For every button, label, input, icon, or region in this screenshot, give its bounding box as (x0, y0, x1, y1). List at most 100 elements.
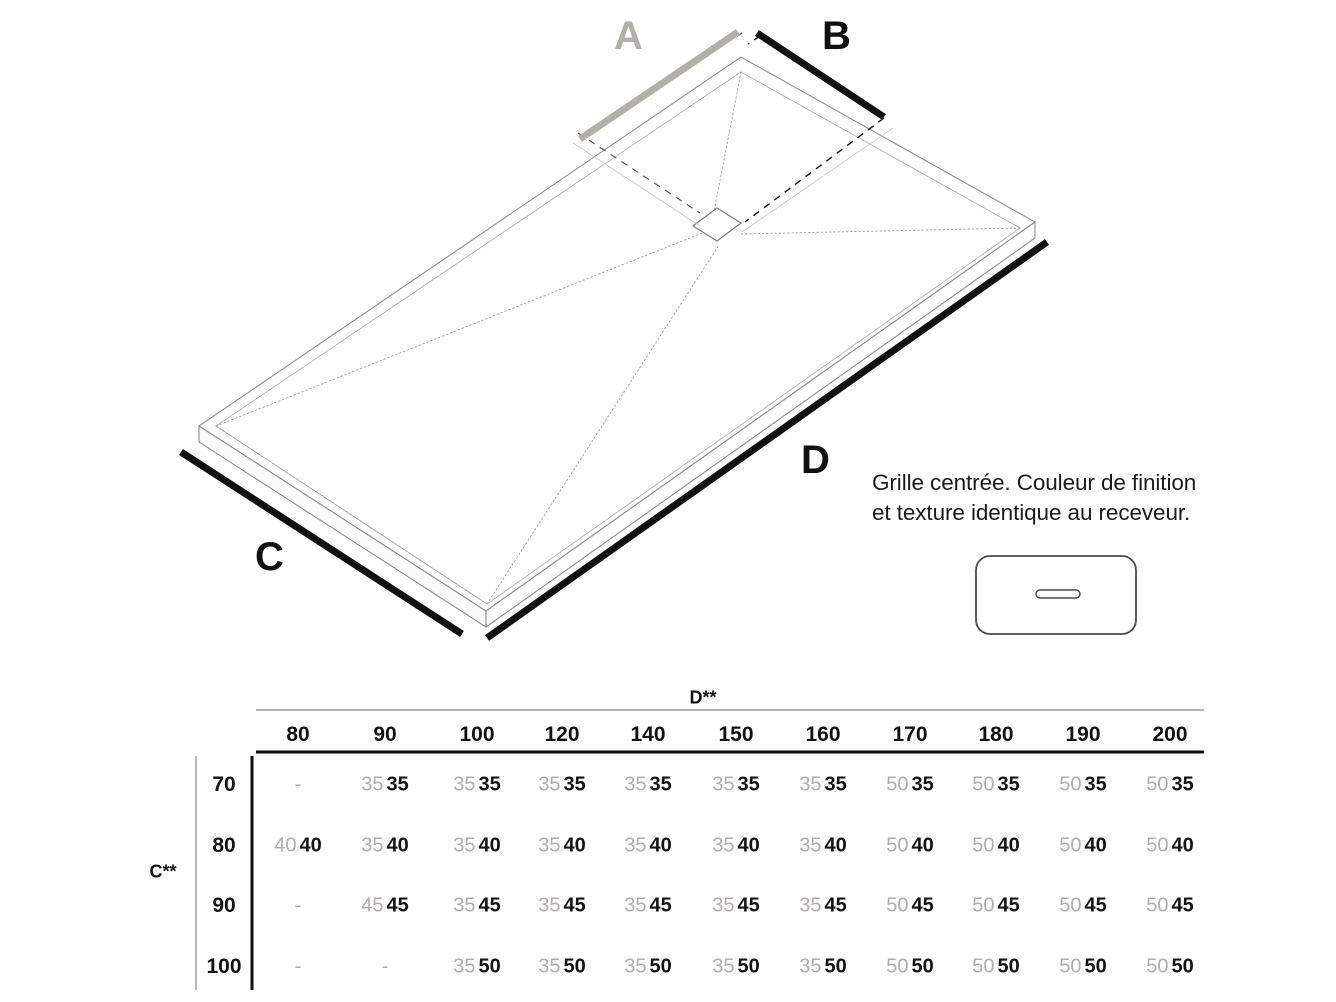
construction-lines (572, 127, 894, 233)
cell-value-a: 35 (799, 894, 822, 917)
table-cell: 50 40 (1059, 835, 1107, 858)
table-cell: 50 50 (1059, 956, 1107, 979)
table-cell: - (381, 955, 389, 978)
cell-value-a: 35 (624, 773, 647, 796)
cell-value-b: 45 (824, 894, 847, 917)
cell-value-b: 35 (997, 773, 1020, 796)
cell-value-b: 45 (997, 894, 1020, 917)
cell-value-b: 50 (649, 955, 672, 978)
table-cell: 35 45 (453, 895, 501, 918)
grille-slot (1035, 589, 1081, 599)
table-cell: 35 40 (453, 835, 501, 858)
cell-value-a: 50 (1146, 955, 1169, 978)
table-cell: 35 35 (453, 774, 501, 797)
cell-value-a: 35 (712, 834, 735, 857)
cell-value-b: 35 (824, 773, 847, 796)
cell-value-a: 35 (624, 955, 647, 978)
cell-value-b: 40 (1084, 834, 1107, 857)
column-header: 150 (718, 723, 754, 746)
column-header: 120 (544, 723, 580, 746)
table-cell: 50 50 (972, 956, 1020, 979)
tray-right-edge-face (485, 220, 1036, 629)
cell-value-b: 35 (911, 773, 934, 796)
table-cell: 35 45 (624, 895, 672, 918)
column-axis-label: D** (689, 687, 717, 708)
row-header: 80 (212, 834, 236, 857)
cell-value-b: 35 (1171, 773, 1194, 796)
table-cell: 35 35 (712, 774, 760, 797)
cell-value-a: 35 (799, 773, 822, 796)
cell-value-a: 50 (1059, 834, 1082, 857)
dimension-line-c (179, 449, 464, 637)
dimension-table: D** C** 80 90 100 120 140 150 160 170 180 190 200 7… (0, 660, 1336, 1002)
cell-value-a: 35 (453, 955, 476, 978)
cell-value-b: 50 (824, 955, 847, 978)
table-cell: 35 45 (538, 895, 586, 918)
column-header: 160 (805, 723, 841, 746)
cell-value-a: 35 (799, 834, 822, 857)
cell-value-a: 50 (1059, 955, 1082, 978)
cell-value-a: 50 (886, 773, 909, 796)
cell-value-a: 50 (886, 894, 909, 917)
cell-value-b: 40 (824, 834, 847, 857)
table-cell: 35 40 (361, 835, 409, 858)
table-cell: 45 45 (361, 895, 409, 918)
cell-value-b: 40 (911, 834, 934, 857)
cell-value-a: 35 (453, 834, 476, 857)
table-cell: 50 45 (1059, 895, 1107, 918)
cell-value-b: 35 (1084, 773, 1107, 796)
table-cell: 50 35 (1059, 774, 1107, 797)
table-cell: 35 35 (624, 774, 672, 797)
cell-value-b: 45 (911, 894, 934, 917)
cell-value-b: 50 (997, 955, 1020, 978)
column-header: 100 (459, 723, 495, 746)
row-header: 90 (212, 894, 236, 917)
cell-value-b: 50 (563, 955, 586, 978)
note-text: Grille centrée. Couleur de finition et t… (872, 470, 1197, 525)
grille-icon-svg (975, 555, 1137, 635)
cell-value-b: 35 (649, 773, 672, 796)
cell-value-b: 35 (737, 773, 760, 796)
cell-value-a: 35 (538, 955, 561, 978)
cell-value-a: 35 (538, 773, 561, 796)
table-cell: 35 45 (799, 895, 847, 918)
column-header: 200 (1152, 723, 1188, 746)
column-header: 90 (373, 723, 397, 746)
cell-value-b: 40 (563, 834, 586, 857)
cell-value-b: 50 (1171, 955, 1194, 978)
cell-value-b: 40 (1171, 834, 1194, 857)
table-cell: 35 40 (624, 835, 672, 858)
cell-value-a: 50 (972, 955, 995, 978)
cell-value-a: 35 (361, 834, 384, 857)
cell-value-b: 40 (478, 834, 501, 857)
cell-value-b: 35 (478, 773, 501, 796)
cell-value-b: 50 (478, 955, 501, 978)
table-cell: 50 50 (1146, 956, 1194, 979)
isometric-tray-svg (179, 29, 1050, 641)
cell-value-b: 45 (478, 894, 501, 917)
cell-value-a: 50 (972, 834, 995, 857)
table-cell: 35 35 (538, 774, 586, 797)
row-header: 70 (212, 773, 236, 796)
table-cell: 35 45 (712, 895, 760, 918)
cell-value-a: 50 (886, 834, 909, 857)
cell-value-b: 50 (737, 955, 760, 978)
table-cell: 35 50 (538, 956, 586, 979)
cell-value-a: 35 (538, 894, 561, 917)
cell-value-b: 40 (737, 834, 760, 857)
grille-icon (974, 554, 1138, 641)
cell-value-a: 35 (712, 894, 735, 917)
cell-value-a: 50 (1146, 773, 1169, 796)
column-header: 180 (978, 723, 1014, 746)
cell-value-b: 40 (299, 834, 322, 857)
table-cell: 50 45 (972, 895, 1020, 918)
cell-value-a: 35 (361, 773, 384, 796)
table-cell: - (294, 773, 302, 796)
cell-value-a: 50 (1059, 894, 1082, 917)
cell-value-b: 35 (563, 773, 586, 796)
cell-value-a: 50 (1146, 834, 1169, 857)
row-header: 100 (206, 955, 242, 978)
table-cell: - (294, 955, 302, 978)
table-cell: 50 45 (886, 895, 934, 918)
cell-value-a: 35 (624, 834, 647, 857)
